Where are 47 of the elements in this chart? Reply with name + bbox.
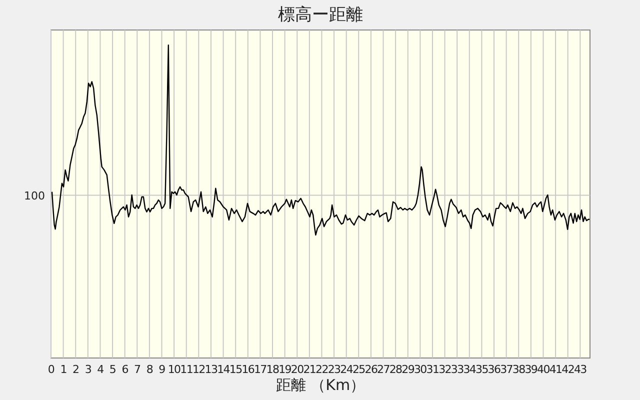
x-tick-label: 38	[512, 363, 526, 376]
x-tick-label: 16	[242, 363, 255, 376]
x-tick-label: 13	[204, 363, 218, 376]
x-tick-label: 23	[328, 363, 342, 376]
x-tick-label: 43	[574, 363, 588, 376]
x-tick-label: 4	[97, 363, 104, 376]
x-tick-label: 37	[500, 363, 514, 376]
x-tick-label: 25	[352, 363, 366, 376]
chart-title: 標高ー距離	[278, 5, 363, 25]
x-tick-label: 14	[217, 363, 230, 376]
x-tick-label: 19	[278, 363, 292, 376]
x-tick-label: 7	[134, 363, 142, 376]
x-tick-label: 2	[72, 363, 79, 376]
x-tick-label: 26	[364, 363, 378, 376]
x-tick-label: 5	[109, 363, 116, 376]
x-tick-label: 0	[48, 363, 55, 376]
x-tick-label: 1	[60, 363, 66, 376]
x-tick-label: 11	[180, 363, 193, 376]
x-tick-label: 28	[389, 363, 403, 376]
x-tick-label: 22	[316, 363, 328, 376]
x-tick-label: 15	[229, 363, 243, 376]
x-tick-label: 29	[402, 363, 415, 376]
x-tick-label: 17	[254, 363, 268, 376]
x-tick-label: 3	[84, 363, 92, 376]
x-tick-label: 10	[168, 363, 182, 376]
x-tick-label: 31	[426, 363, 439, 376]
x-tick-label: 42	[562, 363, 574, 376]
x-tick-label: 34	[463, 363, 476, 376]
x-tick-label: 18	[266, 363, 280, 376]
x-tick-label: 8	[146, 363, 154, 376]
x-tick-label: 32	[438, 363, 451, 376]
x-tick-label: 30	[414, 363, 428, 376]
text: 100	[24, 189, 45, 202]
x-tick-label: 33	[450, 363, 464, 376]
x-tick-label: 39	[524, 363, 538, 376]
x-tick-label: 9	[158, 363, 166, 376]
x-tick-label: 12	[192, 363, 205, 376]
x-axis-title: 距離 （Km）	[276, 376, 366, 394]
x-tick-label: 40	[537, 363, 550, 376]
x-tick-label: 27	[377, 363, 390, 376]
x-tick-label: 41	[549, 363, 562, 376]
x-tick-label: 6	[122, 363, 129, 376]
x-tick-label: 36	[488, 363, 502, 376]
x-tick-label: 35	[476, 363, 489, 376]
x-tick-label: 24	[340, 363, 354, 376]
x-tick-label: 21	[303, 363, 316, 376]
x-tick-label: 20	[290, 363, 304, 376]
